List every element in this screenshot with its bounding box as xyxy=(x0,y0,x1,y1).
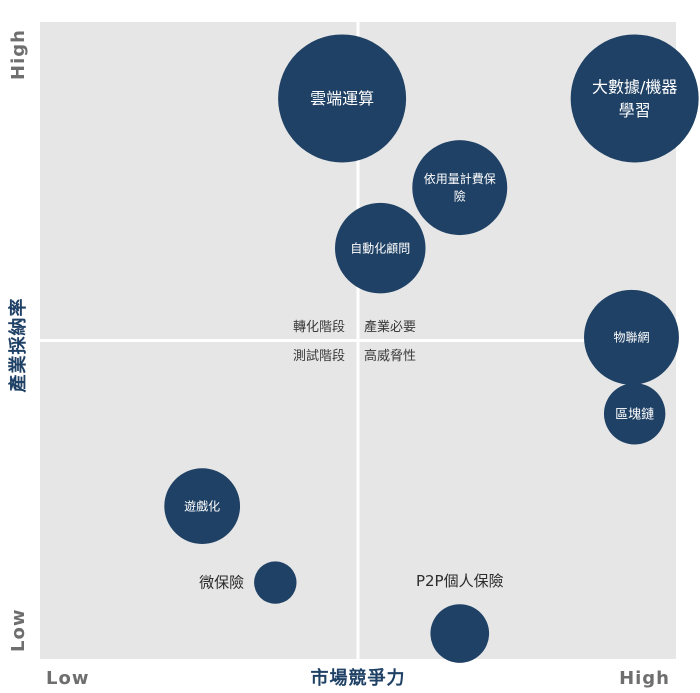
bubble-2 xyxy=(412,140,508,236)
y-axis-high-label: High xyxy=(8,29,29,80)
x-axis-high-label: High xyxy=(619,668,670,689)
bubble-label-4: 物聯網 xyxy=(613,331,649,345)
bubble-label-5: 區塊鏈 xyxy=(615,406,654,422)
bubble-8 xyxy=(430,604,490,663)
bubble-label-2: 依用量計費保險 xyxy=(424,171,496,203)
quadrant-label-bottom-left: 測試階段 xyxy=(293,348,345,364)
bubble-5 xyxy=(603,383,666,445)
y-axis-low-label: Low xyxy=(8,609,29,652)
bubble-1 xyxy=(570,34,699,163)
quadrant-label-top-left: 轉化階段 xyxy=(293,320,345,335)
bubble-label-7: 微保險 xyxy=(199,574,244,592)
bubble-6 xyxy=(164,468,241,544)
bubble-7 xyxy=(254,561,297,604)
x-axis-title: 市場競爭力 xyxy=(311,667,406,689)
bubble-label-0: 雲端運算 xyxy=(310,89,374,108)
quadrant-label-bottom-right: 高威脅性 xyxy=(364,348,416,364)
x-axis-low-label: Low xyxy=(46,668,89,689)
bubble-label-6: 遊戲化 xyxy=(184,498,220,513)
quadrant-label-top-right: 產業必要 xyxy=(364,319,416,335)
bubble-label-1: 大數據/機器學習 xyxy=(592,78,677,120)
y-axis-title: 產業採納率 xyxy=(7,298,29,393)
bubble-label-8: P2P個人保險 xyxy=(416,572,504,590)
bubble-4 xyxy=(584,289,679,385)
bubble-3 xyxy=(335,202,426,294)
bubble-label-3: 自動化顧問 xyxy=(350,240,410,255)
bubble-0 xyxy=(278,34,407,163)
